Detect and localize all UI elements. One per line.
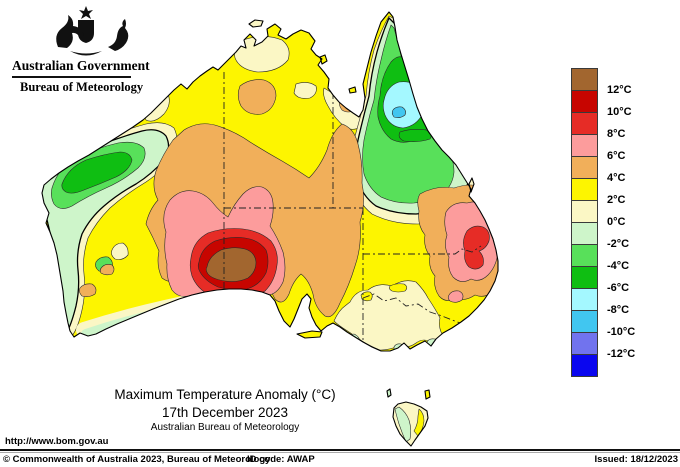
header-divider (12, 76, 131, 78)
legend-label: 2°C (607, 194, 626, 206)
crest-shield (78, 20, 94, 43)
footer-url: http://www.bom.gov.au (5, 436, 109, 447)
legend-swatch (571, 112, 598, 135)
legend-label: 6°C (607, 150, 626, 162)
legend-swatch (571, 200, 598, 223)
legend-label: 12°C (607, 84, 632, 96)
legend-label: -8°C (607, 304, 630, 316)
legend-swatch (571, 310, 598, 333)
legend-label: -12°C (607, 348, 636, 360)
commonwealth-coat-of-arms-icon (56, 6, 129, 56)
region-brown-sa-core (205, 247, 257, 282)
melville-island-coast (248, 19, 264, 28)
legend-label: 10°C (607, 106, 632, 118)
crest-star (79, 6, 93, 19)
region-orange-sw-1 (79, 283, 97, 297)
groote-island-coast (319, 54, 328, 65)
region-cream-top-end (234, 36, 290, 73)
legend-label: -4°C (607, 260, 630, 272)
state-borders (223, 72, 482, 346)
footer-issued-date: Issued: 18/12/2023 (594, 454, 678, 465)
footer-divider-line (0, 449, 680, 451)
legend-swatch (571, 68, 598, 91)
legend-label: 8°C (607, 128, 626, 140)
map-title: Maximum Temperature Anomaly (°C) (114, 387, 336, 402)
region-darkgreen-qld-coast (398, 129, 432, 142)
footer-copyright: © Commonwealth of Australia 2023, Bureau… (3, 454, 271, 465)
region-yellow-spot-2 (389, 283, 408, 293)
region-yellow-vic (378, 356, 416, 368)
legend-swatch (571, 156, 598, 179)
fraser-island-coast (468, 177, 475, 193)
legend-swatch (571, 332, 598, 355)
legend-label: -6°C (607, 282, 630, 294)
region-darkgreen-pilbara (61, 151, 133, 194)
footer-id-code: ID code: AWAP (247, 454, 315, 465)
gov-title: Australian Government (12, 58, 150, 73)
mornington-island-coast (348, 86, 357, 94)
legend-swatch (571, 178, 598, 201)
legend: 12°C 10°C 8°C 6°C 4°C 2°C 0°C -2°C -4°C -6°C -8°C -… (571, 68, 680, 380)
legend-label: 4°C (607, 172, 626, 184)
region-cream-kimberley (158, 51, 195, 74)
legend-swatch (571, 266, 598, 289)
region-red-nsw (463, 225, 490, 270)
legend-swatch (571, 244, 598, 267)
crest-kangaroo (56, 15, 84, 48)
legend-label: -10°C (607, 326, 636, 338)
border-nsw-vic-murray (362, 293, 464, 325)
kangaroo-island-coast (296, 330, 323, 339)
region-orange-sw-2 (99, 264, 115, 276)
region-cream-arnhem (293, 82, 317, 99)
legend-swatch (571, 354, 598, 377)
crest-scroll (70, 51, 102, 56)
region-orange-nt (237, 79, 277, 115)
legend-swatch (571, 90, 598, 113)
region-palegreen-vic-1 (343, 333, 361, 350)
crest-emu (108, 19, 129, 51)
mainland-coast (41, 11, 499, 352)
legend-swatch (571, 134, 598, 157)
footer-divider-line-2 (0, 452, 680, 453)
coastlines (41, 11, 499, 447)
legend-label: 0°C (607, 216, 626, 228)
border-qld-nsw (363, 245, 482, 255)
region-pink-nsw-spot (447, 290, 464, 303)
region-cream-wa-spot (111, 242, 129, 260)
region-green-south-band-2 (183, 303, 225, 318)
region-skyblue-spot (391, 106, 406, 118)
map-org: Australian Bureau of Meteorology (150, 422, 300, 433)
legend-swatch (571, 222, 598, 245)
map-date: 17th December 2023 (161, 405, 289, 420)
tasmania-coast (392, 401, 429, 447)
king-island-coast (386, 388, 392, 398)
legend-swatch (571, 288, 598, 311)
legend-label: -2°C (607, 238, 630, 250)
dept-title: Bureau of Meteorology (20, 80, 144, 94)
flinders-island-coast (424, 389, 431, 400)
